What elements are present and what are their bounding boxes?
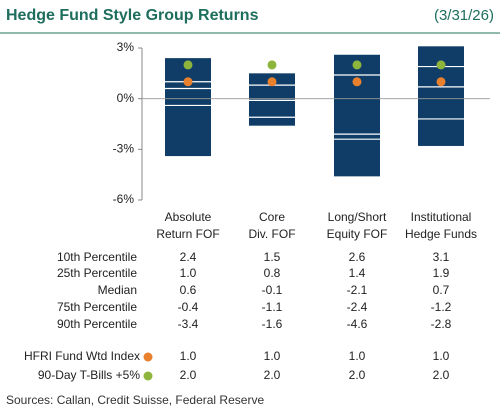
table-value: 1.0 <box>349 349 366 363</box>
benchmark-dot <box>436 60 446 70</box>
table-value: 2.6 <box>349 250 366 264</box>
table-value: 0.6 <box>180 283 197 297</box>
table-value: 2.0 <box>264 368 281 382</box>
y-tick-label: -3% <box>113 142 135 156</box>
table-value: 1.0 <box>180 349 197 363</box>
benchmark-dot <box>436 77 446 87</box>
table-value: -0.4 <box>178 300 199 314</box>
category-label: Absolute <box>165 210 212 224</box>
benchmark-dot <box>352 77 362 87</box>
table-value: 1.5 <box>264 250 281 264</box>
category-label: Hedge Funds <box>405 227 477 241</box>
row-label: Median <box>98 283 137 297</box>
y-tick-label: 3% <box>117 40 135 54</box>
row-label: 90th Percentile <box>57 317 137 331</box>
table-value: -2.4 <box>347 300 368 314</box>
benchmark-dot <box>183 60 193 70</box>
table-value: 0.7 <box>433 283 450 297</box>
chart-date: (3/31/26) <box>434 7 494 24</box>
category-label: Institutional <box>411 210 472 224</box>
legend-dot <box>143 371 153 381</box>
table-value: 1.0 <box>433 349 450 363</box>
chart-title: Hedge Fund Style Group Returns <box>6 7 259 24</box>
category-label: Equity FOF <box>327 227 388 241</box>
benchmark-dot <box>183 77 193 87</box>
benchmark-dot <box>267 60 277 70</box>
table-value: 3.1 <box>433 250 450 264</box>
table-value: -2.1 <box>347 283 368 297</box>
source-note: Sources: Callan, Credit Suisse, Federal … <box>6 393 264 407</box>
category-label: Long/Short <box>328 210 387 224</box>
table-value: 1.9 <box>433 266 450 280</box>
percentile-bar <box>334 54 380 177</box>
table-value: 0.8 <box>264 266 281 280</box>
table-value: 1.4 <box>349 266 366 280</box>
category-label: Return FOF <box>156 227 219 241</box>
legend-dot <box>143 352 153 362</box>
row-label: HFRI Fund Wtd Index <box>24 349 140 363</box>
table-value: 2.0 <box>349 368 366 382</box>
row-label: 10th Percentile <box>57 250 137 264</box>
row-label: 90-Day T-Bills +5% <box>38 368 140 382</box>
percentile-bar <box>165 58 211 157</box>
row-label: 75th Percentile <box>57 300 137 314</box>
table-value: -0.1 <box>262 283 283 297</box>
benchmark-dot <box>352 60 362 70</box>
category-label: Core <box>259 210 285 224</box>
table-value: -1.1 <box>262 300 283 314</box>
table-value: 2.0 <box>433 368 450 382</box>
table-value: 2.0 <box>180 368 197 382</box>
row-label: 25th Percentile <box>57 266 137 280</box>
benchmark-dot <box>267 77 277 87</box>
table-value: -1.6 <box>262 317 283 331</box>
table-value: 2.4 <box>180 250 197 264</box>
table-value: -2.8 <box>431 317 452 331</box>
category-label: Div. FOF <box>248 227 295 241</box>
table-value: -3.4 <box>178 317 199 331</box>
table-value: 1.0 <box>180 266 197 280</box>
table-value: -4.6 <box>347 317 368 331</box>
y-tick-label: 0% <box>117 91 135 105</box>
table-value: 1.0 <box>264 349 281 363</box>
table-value: -1.2 <box>431 300 452 314</box>
y-tick-label: -6% <box>113 192 135 206</box>
